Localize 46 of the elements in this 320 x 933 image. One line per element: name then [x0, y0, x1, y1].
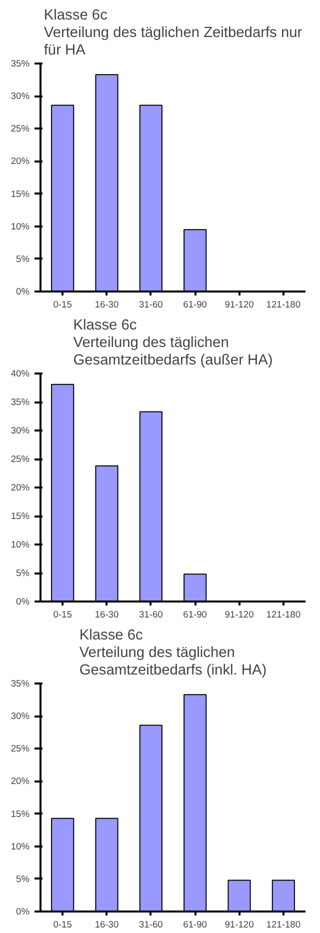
y-tick-label: 30% — [10, 711, 30, 722]
y-tick-label: 10% — [10, 540, 30, 550]
x-tick-label: 0-15 — [53, 300, 72, 310]
x-tick-label: 121-180 — [266, 920, 301, 930]
y-tick-label: 30% — [10, 426, 30, 436]
x-tick-label: 61-90 — [183, 300, 208, 310]
x-tick-label: 91-120 — [224, 610, 254, 620]
y-tick-label: 25% — [10, 454, 30, 464]
y-tick-label: 15% — [10, 808, 30, 819]
y-tick-label: 0% — [16, 906, 30, 916]
y-tick-label: 10% — [10, 841, 30, 852]
x-tick-label: 31-60 — [138, 300, 163, 310]
x-tick-label: 61-90 — [183, 920, 208, 930]
x-tick-label: 121-180 — [266, 610, 301, 620]
x-tick-label: 91-120 — [224, 920, 254, 930]
chart-title: Klasse 6c Verteilung des täglichen Zeitbedarfs nur für HA — [44, 7, 302, 58]
y-tick-label: 10% — [10, 221, 30, 232]
y-tick-label: 35% — [10, 58, 30, 68]
y-tick-label: 25% — [10, 744, 30, 754]
x-tick-label: 61-90 — [183, 610, 208, 620]
y-tick-label: 15% — [10, 511, 30, 521]
y-tick-label: 5% — [16, 874, 30, 884]
y-tick-label: 35% — [10, 678, 30, 688]
y-tick-label: 5% — [16, 254, 30, 264]
x-tick-label: 91-120 — [224, 300, 254, 310]
y-tick-label: 30% — [10, 91, 30, 102]
chart-title: Klasse 6c Verteilung des täglichen Gesamtzeitbedarfs (außer HA) — [73, 317, 273, 368]
x-tick-label: 16-30 — [94, 920, 119, 930]
x-tick-label: 0-15 — [53, 920, 72, 930]
y-tick-label: 20% — [10, 156, 30, 166]
y-tick-label: 35% — [10, 397, 30, 407]
y-tick-label: 40% — [10, 368, 30, 378]
chart-title: Klasse 6c Verteilung des täglichen Gesamtzeitbedarfs (inkl. HA) — [79, 627, 267, 678]
x-tick-label: 16-30 — [94, 300, 119, 310]
y-tick-label: 5% — [16, 568, 30, 578]
y-tick-label: 20% — [10, 482, 30, 492]
y-tick-label: 0% — [16, 596, 30, 606]
x-tick-label: 31-60 — [138, 920, 163, 930]
x-tick-label: 0-15 — [53, 610, 72, 620]
x-tick-label: 16-30 — [94, 610, 119, 620]
y-tick-label: 15% — [10, 188, 30, 199]
y-tick-label: 0% — [16, 286, 30, 296]
y-tick-label: 20% — [10, 776, 30, 786]
x-tick-label: 31-60 — [138, 610, 163, 620]
y-tick-label: 25% — [10, 124, 30, 134]
x-tick-label: 121-180 — [266, 300, 301, 310]
